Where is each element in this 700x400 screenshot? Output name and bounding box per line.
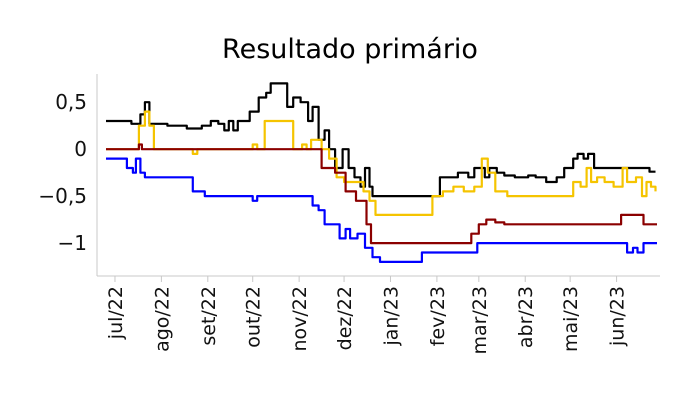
x-tick-label: dez/22 <box>334 286 356 350</box>
x-tick-label: jun/23 <box>607 286 629 347</box>
chart-title: Resultado primário <box>222 34 478 65</box>
x-tick-label: mai/23 <box>560 286 582 352</box>
plot-series <box>106 82 657 263</box>
y-tick-label: −1 <box>58 231 87 255</box>
x-tick-label: jul/22 <box>105 286 127 340</box>
series-line-4 <box>106 157 657 263</box>
y-ticks: 0,5 0 −0,5 −1 <box>38 90 87 255</box>
series-line-3 <box>106 143 657 245</box>
x-ticks: jul/22 ago/22 set/22 out/22 nov/22 dez/22 jan/… <box>105 276 629 355</box>
x-tick-label: abr/23 <box>515 286 537 348</box>
x-tick-label: set/22 <box>198 286 220 346</box>
y-tick-label: −0,5 <box>38 184 87 208</box>
x-tick-label: mar/23 <box>469 286 491 355</box>
x-tick-label: nov/22 <box>289 286 311 352</box>
y-tick-label: 0,5 <box>55 90 87 114</box>
x-tick-label: fev/23 <box>427 286 449 346</box>
series-line-1 <box>106 82 656 198</box>
x-tick-label: out/22 <box>243 286 265 348</box>
x-tick-label: ago/22 <box>151 286 173 352</box>
x-tick-label: jan/23 <box>380 286 402 347</box>
y-tick-label: 0 <box>74 137 87 161</box>
